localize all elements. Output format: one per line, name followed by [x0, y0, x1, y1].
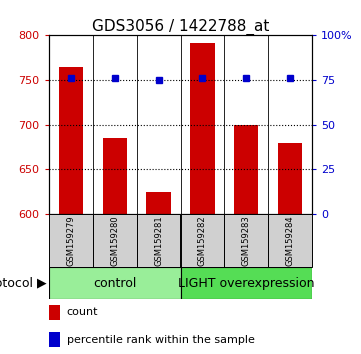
Bar: [234, 125, 258, 214]
Bar: [49, 332, 60, 347]
Bar: [268, 214, 312, 267]
Text: GSM159283: GSM159283: [242, 215, 251, 266]
Bar: [180, 267, 312, 299]
Bar: [225, 214, 268, 267]
Text: GSM159279: GSM159279: [66, 215, 75, 266]
Bar: [278, 143, 303, 214]
Bar: [180, 214, 225, 267]
Text: LIGHT overexpression: LIGHT overexpression: [178, 277, 315, 290]
Text: control: control: [93, 277, 136, 290]
Text: protocol ▶: protocol ▶: [0, 277, 47, 290]
Text: GSM159281: GSM159281: [154, 215, 163, 266]
Bar: [58, 67, 83, 214]
Bar: [147, 192, 171, 214]
Bar: [49, 267, 180, 299]
Bar: [190, 42, 214, 214]
Bar: [49, 214, 93, 267]
Text: GSM159280: GSM159280: [110, 215, 119, 266]
Bar: [136, 214, 180, 267]
Bar: [93, 214, 136, 267]
Text: GSM159284: GSM159284: [286, 215, 295, 266]
Text: percentile rank within the sample: percentile rank within the sample: [67, 335, 255, 345]
Title: GDS3056 / 1422788_at: GDS3056 / 1422788_at: [92, 19, 269, 35]
Text: count: count: [67, 307, 98, 317]
Bar: [49, 304, 60, 320]
Bar: [103, 138, 127, 214]
Text: GSM159282: GSM159282: [198, 215, 207, 266]
